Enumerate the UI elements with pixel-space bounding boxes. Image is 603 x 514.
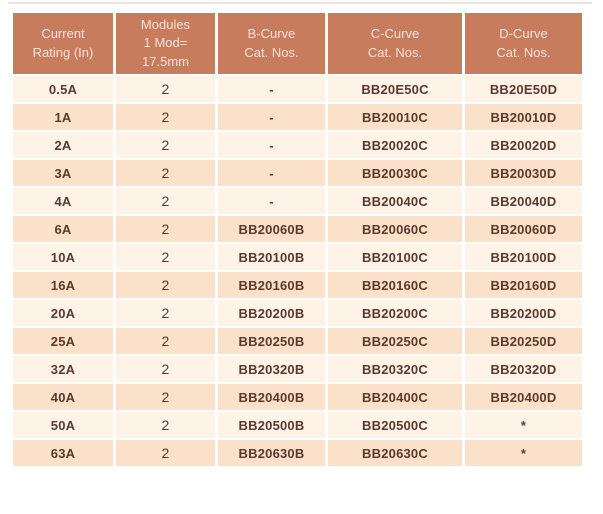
cell-c-curve: BB20250C [328, 328, 462, 354]
cell-d-curve: BB20250D [465, 328, 582, 354]
col-header-c-curve: C-Curve Cat. Nos. [328, 13, 462, 74]
cell-modules: 2 [116, 300, 215, 326]
table-row: 6A 2 BB20060B BB20060C BB20060D [13, 216, 582, 242]
cell-d-curve: BB20100D [465, 244, 582, 270]
cell-current-rating: 3A [13, 160, 113, 186]
cell-c-curve: BB20060C [328, 216, 462, 242]
table-row: 10A 2 BB20100B BB20100C BB20100D [13, 244, 582, 270]
table-row: 63A 2 BB20630B BB20630C * [13, 440, 582, 466]
table-row: 32A 2 BB20320B BB20320C BB20320D [13, 356, 582, 382]
cell-d-curve: BB20020D [465, 132, 582, 158]
cell-modules: 2 [116, 384, 215, 410]
cell-b-curve: BB20320B [218, 356, 325, 382]
cell-c-curve: BB20500C [328, 412, 462, 438]
cell-b-curve: BB20060B [218, 216, 325, 242]
cell-c-curve: BB20E50C [328, 76, 462, 102]
catalog-table: Current Rating (In) Modules 1 Mod= 17.5m… [10, 11, 585, 468]
cell-modules: 2 [116, 104, 215, 130]
cell-modules: 2 [116, 216, 215, 242]
cell-current-rating: 20A [13, 300, 113, 326]
cell-b-curve: BB20200B [218, 300, 325, 326]
cell-current-rating: 10A [13, 244, 113, 270]
cell-b-curve: BB20630B [218, 440, 325, 466]
cell-d-curve: BB20320D [465, 356, 582, 382]
table-row: 25A 2 BB20250B BB20250C BB20250D [13, 328, 582, 354]
header-row: Current Rating (In) Modules 1 Mod= 17.5m… [13, 13, 582, 74]
cell-c-curve: BB20020C [328, 132, 462, 158]
table-row: 20A 2 BB20200B BB20200C BB20200D [13, 300, 582, 326]
cell-d-curve: BB20200D [465, 300, 582, 326]
cell-c-curve: BB20160C [328, 272, 462, 298]
cell-modules: 2 [116, 412, 215, 438]
cell-b-curve: - [218, 132, 325, 158]
cell-c-curve: BB20030C [328, 160, 462, 186]
cell-current-rating: 25A [13, 328, 113, 354]
cell-d-curve: BB20040D [465, 188, 582, 214]
cell-d-curve: BB20030D [465, 160, 582, 186]
cell-d-curve: BB20E50D [465, 76, 582, 102]
cell-d-curve: BB20060D [465, 216, 582, 242]
col-header-current-rating: Current Rating (In) [13, 13, 113, 74]
cell-current-rating: 4A [13, 188, 113, 214]
cell-modules: 2 [116, 272, 215, 298]
table-row: 3A 2 - BB20030C BB20030D [13, 160, 582, 186]
cell-c-curve: BB20010C [328, 104, 462, 130]
cell-c-curve: BB20320C [328, 356, 462, 382]
table-row: 2A 2 - BB20020C BB20020D [13, 132, 582, 158]
cell-current-rating: 2A [13, 132, 113, 158]
cell-c-curve: BB20200C [328, 300, 462, 326]
cell-modules: 2 [116, 188, 215, 214]
cell-d-curve: BB20010D [465, 104, 582, 130]
cell-current-rating: 6A [13, 216, 113, 242]
cell-modules: 2 [116, 328, 215, 354]
table-body: 0.5A 2 - BB20E50C BB20E50D 1A 2 - BB2001… [13, 76, 582, 466]
cell-modules: 2 [116, 440, 215, 466]
table-row: 0.5A 2 - BB20E50C BB20E50D [13, 76, 582, 102]
table-row: 16A 2 BB20160B BB20160C BB20160D [13, 272, 582, 298]
cell-c-curve: BB20630C [328, 440, 462, 466]
cell-modules: 2 [116, 132, 215, 158]
table-row: 1A 2 - BB20010C BB20010D [13, 104, 582, 130]
top-divider [8, 2, 592, 4]
table-row: 40A 2 BB20400B BB20400C BB20400D [13, 384, 582, 410]
table-row: 4A 2 - BB20040C BB20040D [13, 188, 582, 214]
col-header-d-curve: D-Curve Cat. Nos. [465, 13, 582, 74]
cell-b-curve: BB20100B [218, 244, 325, 270]
cell-b-curve: - [218, 76, 325, 102]
cell-c-curve: BB20400C [328, 384, 462, 410]
cell-d-curve: * [465, 412, 582, 438]
cell-modules: 2 [116, 76, 215, 102]
cell-current-rating: 0.5A [13, 76, 113, 102]
cell-b-curve: - [218, 188, 325, 214]
cell-c-curve: BB20040C [328, 188, 462, 214]
cell-c-curve: BB20100C [328, 244, 462, 270]
cell-b-curve: - [218, 104, 325, 130]
col-header-b-curve: B-Curve Cat. Nos. [218, 13, 325, 74]
cell-d-curve: * [465, 440, 582, 466]
cell-current-rating: 32A [13, 356, 113, 382]
cell-modules: 2 [116, 356, 215, 382]
cell-b-curve: BB20160B [218, 272, 325, 298]
cell-d-curve: BB20160D [465, 272, 582, 298]
cell-b-curve: BB20400B [218, 384, 325, 410]
cell-current-rating: 63A [13, 440, 113, 466]
table-row: 50A 2 BB20500B BB20500C * [13, 412, 582, 438]
cell-current-rating: 1A [13, 104, 113, 130]
cell-modules: 2 [116, 244, 215, 270]
cell-b-curve: BB20250B [218, 328, 325, 354]
cell-modules: 2 [116, 160, 215, 186]
col-header-modules: Modules 1 Mod= 17.5mm [116, 13, 215, 74]
cell-d-curve: BB20400D [465, 384, 582, 410]
cell-b-curve: - [218, 160, 325, 186]
cell-current-rating: 16A [13, 272, 113, 298]
cell-current-rating: 50A [13, 412, 113, 438]
cell-current-rating: 40A [13, 384, 113, 410]
cell-b-curve: BB20500B [218, 412, 325, 438]
